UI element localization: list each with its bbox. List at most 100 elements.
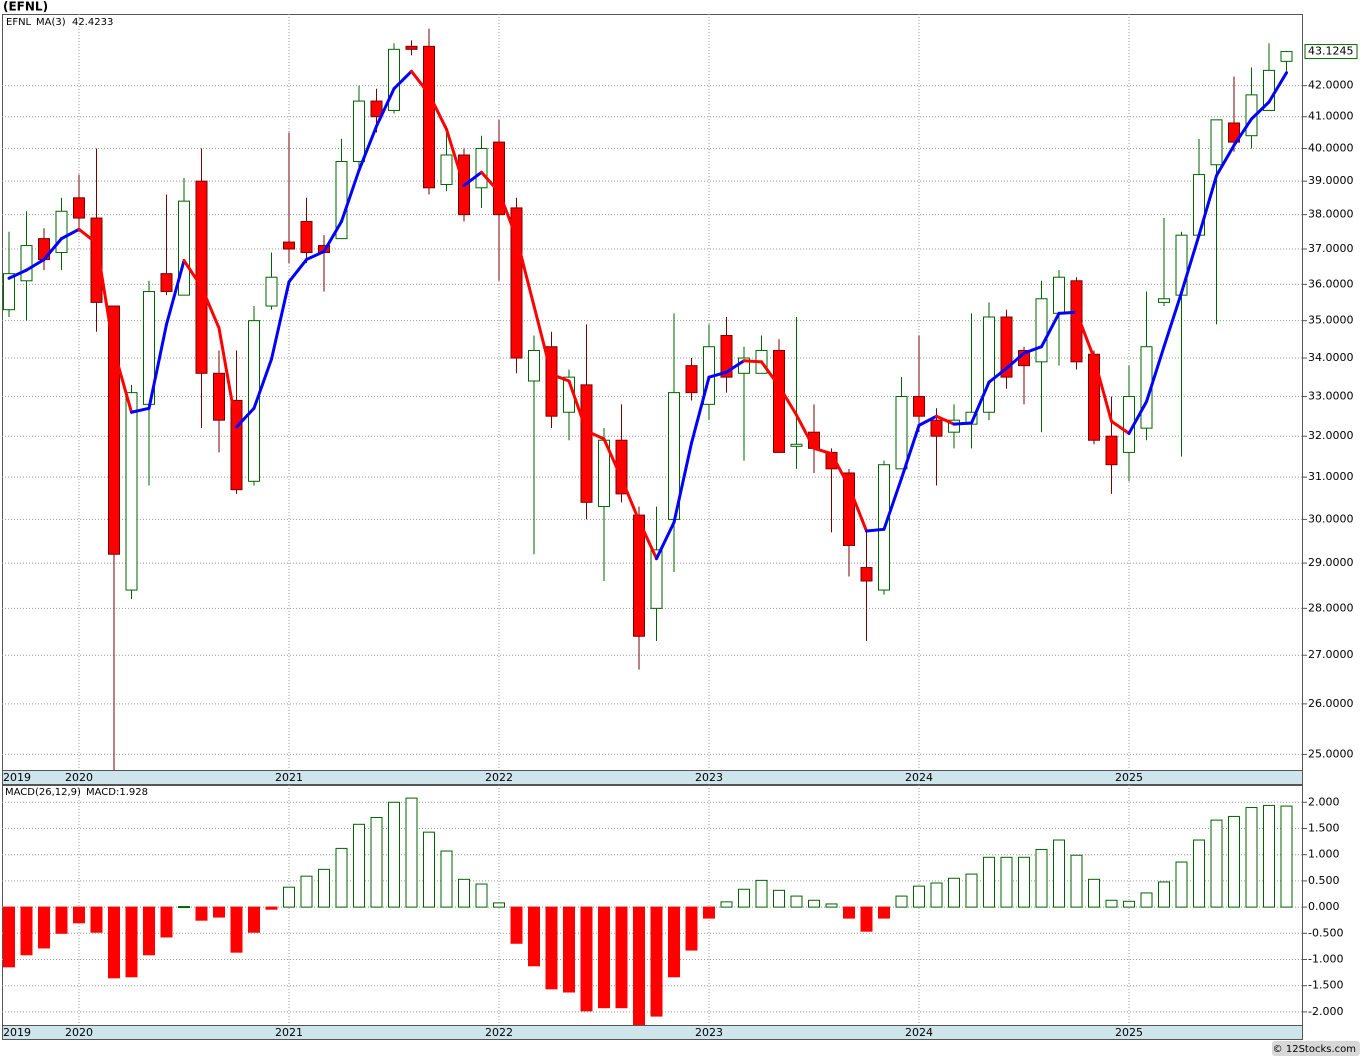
macd-bar bbox=[633, 906, 645, 1025]
ma-line bbox=[235, 406, 256, 429]
y-tick-label: 35.0000 bbox=[1308, 314, 1354, 327]
macd-bar bbox=[493, 902, 505, 908]
candle-body bbox=[510, 207, 523, 359]
ma-line bbox=[95, 241, 116, 352]
ma-line bbox=[165, 259, 186, 326]
y-tick-label: 0.000 bbox=[1308, 900, 1340, 913]
ma-line bbox=[1092, 356, 1113, 423]
macd-bar bbox=[1123, 900, 1135, 908]
candle-body bbox=[633, 514, 645, 637]
ma-line bbox=[1075, 310, 1096, 360]
x-tick-label: 2021 bbox=[275, 771, 303, 784]
candle-body bbox=[55, 210, 68, 254]
x-tick-label: 2022 bbox=[485, 771, 513, 784]
x-tick-label: 2019 bbox=[3, 1026, 31, 1039]
ma-line bbox=[1267, 71, 1288, 104]
macd-bar bbox=[808, 899, 820, 908]
x-tick-label: 2020 bbox=[65, 771, 93, 784]
candle-body bbox=[248, 320, 260, 482]
candle-body bbox=[1228, 122, 1240, 143]
ma-line bbox=[777, 384, 798, 417]
y-tick-label: 40.0000 bbox=[1308, 142, 1354, 155]
macd-bar bbox=[143, 906, 155, 956]
macd-bar bbox=[90, 906, 103, 933]
footer: © 12Stocks.com bbox=[1273, 1044, 1356, 1055]
macd-bar bbox=[405, 797, 418, 908]
ma-line bbox=[1162, 291, 1183, 349]
macd-bar bbox=[598, 906, 610, 1009]
macd-bar bbox=[843, 906, 855, 919]
x-tick-label: 2022 bbox=[485, 1026, 513, 1039]
ma-line bbox=[77, 227, 98, 245]
macd-bar bbox=[1193, 839, 1205, 908]
macd-bar bbox=[790, 895, 803, 908]
ma-line bbox=[672, 441, 693, 524]
macd-bar bbox=[125, 906, 138, 978]
macd-bar bbox=[300, 875, 313, 908]
y-tick-label: 0.500 bbox=[1308, 874, 1340, 887]
ma-line bbox=[532, 304, 553, 376]
candle-body bbox=[1210, 119, 1223, 166]
macd-bar bbox=[1280, 805, 1293, 908]
macd-bar bbox=[878, 906, 890, 919]
ma-line bbox=[1110, 419, 1131, 435]
ma-line bbox=[497, 190, 518, 240]
ma-line bbox=[1022, 345, 1043, 355]
y-tick-label: 30.0000 bbox=[1308, 512, 1354, 525]
macd-bar bbox=[1000, 856, 1013, 908]
macd-bar bbox=[160, 906, 173, 938]
ma-line bbox=[637, 519, 658, 561]
macd-bar bbox=[1263, 804, 1275, 908]
x-tick-label: 2024 bbox=[905, 1026, 933, 1039]
macd-bar bbox=[738, 888, 750, 908]
macd-bar bbox=[650, 906, 663, 1017]
macd-bar bbox=[580, 906, 593, 1012]
candle-body bbox=[720, 334, 733, 378]
candle-body bbox=[405, 45, 418, 50]
y-tick-label: 27.0000 bbox=[1308, 648, 1354, 661]
ma-line bbox=[550, 372, 571, 383]
candle-body bbox=[283, 241, 295, 250]
macd-bar bbox=[20, 906, 33, 956]
macd-bar bbox=[1105, 899, 1118, 908]
macd-bar bbox=[528, 906, 540, 967]
ma-line bbox=[1197, 174, 1218, 237]
x-tick-label: 2025 bbox=[1115, 771, 1143, 784]
candle-body bbox=[1000, 316, 1013, 378]
candle-body bbox=[773, 349, 785, 453]
macd-bar bbox=[108, 906, 120, 979]
x-tick-label: 2024 bbox=[905, 771, 933, 784]
ma-line bbox=[270, 280, 291, 361]
ma-line bbox=[305, 249, 326, 262]
ma-line bbox=[1250, 100, 1271, 121]
candle-body bbox=[353, 100, 365, 162]
ma-line bbox=[1057, 310, 1078, 315]
macd-bar bbox=[668, 906, 680, 978]
ma-line bbox=[147, 322, 168, 410]
macd-bar bbox=[195, 906, 208, 921]
macd-bar bbox=[1053, 839, 1065, 908]
macd-bar bbox=[615, 906, 628, 1009]
candle-body bbox=[580, 384, 593, 503]
y-tick-label: -1.000 bbox=[1308, 952, 1343, 965]
y-tick-label: -2.000 bbox=[1308, 1005, 1343, 1018]
macd-bar bbox=[965, 873, 978, 908]
y-tick-label: 33.0000 bbox=[1308, 390, 1354, 403]
ma-line bbox=[287, 258, 308, 284]
ma-line bbox=[690, 375, 711, 445]
macd-bar bbox=[440, 850, 453, 908]
candle-body bbox=[1035, 298, 1048, 363]
chart-title: (EFNL) bbox=[3, 0, 48, 14]
x-tick-label: 2019 bbox=[3, 771, 31, 784]
legend-ma-value: 42.4233 bbox=[72, 17, 113, 28]
candle-body bbox=[1070, 280, 1083, 363]
y-tick-label: 25.0000 bbox=[1308, 747, 1354, 760]
candle-body bbox=[20, 245, 33, 282]
ma-line bbox=[217, 326, 238, 429]
candle-body bbox=[860, 567, 873, 582]
macd-bar bbox=[1140, 892, 1153, 908]
date-strip bbox=[2, 1025, 1303, 1040]
ma-line bbox=[655, 520, 676, 561]
macd-bar bbox=[773, 889, 785, 908]
ma-line bbox=[112, 348, 133, 414]
